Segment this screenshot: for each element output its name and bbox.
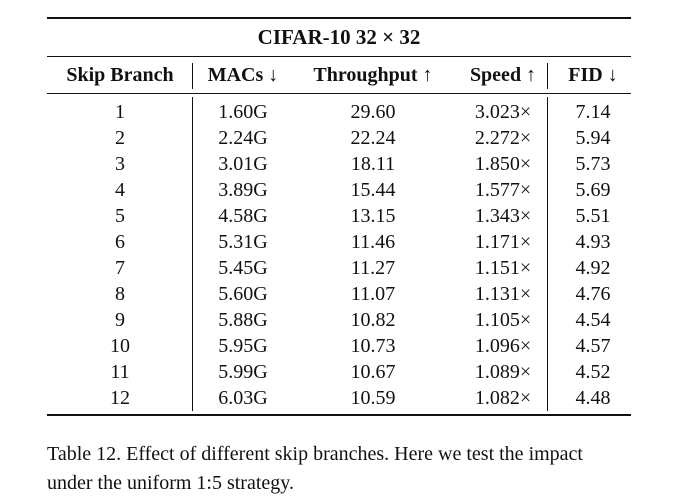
cell-speed: 3.023× [474,101,532,123]
cell-macs: 4.58G [218,205,268,227]
cell-macs: 5.88G [218,309,268,331]
cell-skip-branch: 7 [115,257,125,279]
cell-throughput: 22.24 [350,127,396,149]
cell-macs: 5.45G [218,257,268,279]
cell-throughput: 13.15 [350,205,396,227]
cell-skip-branch: 11 [110,361,130,383]
cell-speed: 1.343× [474,205,532,227]
table-row: 9 5.88G 10.82 1.105× 4.54 [47,307,631,333]
caption-line-2: under the uniform 1:5 strategy. [47,472,294,494]
cell-skip-branch: 6 [115,231,125,253]
cell-throughput: 18.11 [350,153,396,175]
table-row: 12 6.03G 10.59 1.082× 4.48 [47,385,631,411]
cell-macs: 1.60G [218,101,268,123]
cell-macs: 5.60G [218,283,268,305]
cell-speed: 1.089× [474,361,532,383]
table-header-rule [47,93,631,94]
cell-speed: 1.131× [474,283,532,305]
table-caption: Table 12. Effect of different skip branc… [47,440,647,498]
cell-fid: 4.48 [575,387,611,409]
cell-skip-branch: 9 [115,309,125,331]
dataset-title: CIFAR-10 32 × 32 [257,25,421,49]
cell-fid: 5.51 [575,205,611,227]
body-divider-right [547,97,548,411]
cell-throughput: 11.27 [350,257,396,279]
cell-macs: 5.95G [218,335,268,357]
cell-speed: 1.171× [474,231,532,253]
cell-speed: 1.096× [474,335,532,357]
cell-fid: 4.76 [575,283,611,305]
header-fid: FID ↓ [568,64,618,86]
cell-skip-branch: 12 [110,387,130,409]
cell-skip-branch: 3 [115,153,125,175]
cell-fid: 4.52 [575,361,611,383]
cell-throughput: 10.67 [350,361,396,383]
cell-skip-branch: 4 [115,179,125,201]
cell-speed: 1.082× [474,387,532,409]
cell-skip-branch: 8 [115,283,125,305]
table-row: 5 4.58G 13.15 1.343× 5.51 [47,203,631,229]
table-row: 4 3.89G 15.44 1.577× 5.69 [47,177,631,203]
cell-fid: 5.94 [575,127,611,149]
body-divider-left [192,97,193,411]
table-row: 11 5.99G 10.67 1.089× 4.52 [47,359,631,385]
header-skip-branch: Skip Branch [66,64,174,86]
caption-line-1: Table 12. Effect of different skip branc… [47,443,583,465]
cell-fid: 4.92 [575,257,611,279]
cell-skip-branch: 10 [110,335,130,357]
table-top-rule [47,17,631,19]
table-row: 7 5.45G 11.27 1.151× 4.92 [47,255,631,281]
header-divider-left [192,63,193,89]
cell-fid: 4.54 [575,309,611,331]
cell-fid: 4.57 [575,335,611,357]
table-row: 2 2.24G 22.24 2.272× 5.94 [47,125,631,151]
cell-skip-branch: 2 [115,127,125,149]
cell-macs: 6.03G [218,387,268,409]
table-row: 8 5.60G 11.07 1.131× 4.76 [47,281,631,307]
cell-throughput: 11.46 [350,231,396,253]
header-throughput: Throughput ↑ [313,64,433,86]
cell-speed: 1.850× [474,153,532,175]
cell-macs: 5.99G [218,361,268,383]
cell-macs: 3.01G [218,153,268,175]
table-row: 10 5.95G 10.73 1.096× 4.57 [47,333,631,359]
cell-skip-branch: 1 [115,101,125,123]
cell-speed: 1.105× [474,309,532,331]
table-bottom-rule [47,414,631,416]
cell-skip-branch: 5 [115,205,125,227]
table-title-rule [47,56,631,57]
table-body: 1 1.60G 29.60 3.023× 7.14 2 2.24G 22.24 2.272× 5.… [47,99,631,411]
cell-speed: 2.272× [474,127,532,149]
cell-throughput: 11.07 [350,283,396,305]
table-row: 6 5.31G 11.46 1.171× 4.93 [47,229,631,255]
cell-throughput: 10.82 [350,309,396,331]
cell-macs: 5.31G [218,231,268,253]
header-divider-right [547,63,548,89]
cell-fid: 5.73 [575,153,611,175]
cell-fid: 4.93 [575,231,611,253]
header-speed: Speed ↑ [469,64,537,86]
cell-speed: 1.151× [474,257,532,279]
cell-throughput: 10.73 [350,335,396,357]
cell-fid: 7.14 [575,101,611,123]
cell-macs: 2.24G [218,127,268,149]
cell-throughput: 29.60 [350,101,396,123]
cell-throughput: 10.59 [350,387,396,409]
header-macs: MACs ↓ [207,64,279,86]
table-row: 3 3.01G 18.11 1.850× 5.73 [47,151,631,177]
cell-speed: 1.577× [474,179,532,201]
cell-macs: 3.89G [218,179,268,201]
table-header-row: Skip Branch MACs ↓ Throughput ↑ Speed ↑ … [47,61,631,91]
cell-throughput: 15.44 [350,179,396,201]
cell-fid: 5.69 [575,179,611,201]
table-row: 1 1.60G 29.60 3.023× 7.14 [47,99,631,125]
